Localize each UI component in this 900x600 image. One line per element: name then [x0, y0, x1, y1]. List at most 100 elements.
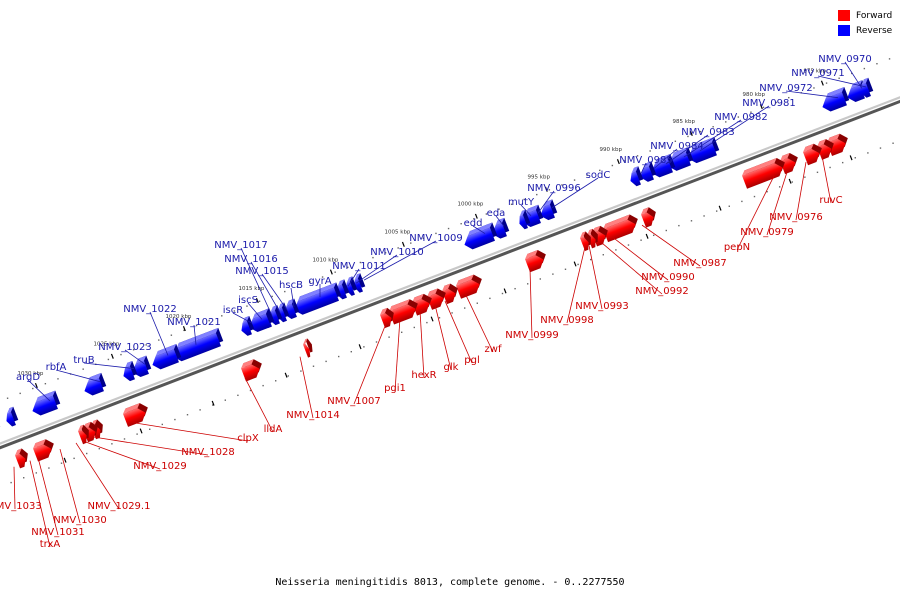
ruler-dot [476, 302, 478, 304]
ruler-dot [422, 237, 425, 239]
ruler-dot [321, 276, 324, 278]
gene-label: NMV_0985 [619, 155, 673, 174]
ruler-dot [237, 394, 239, 397]
ruler-dot [678, 224, 680, 227]
gene-label: hexR [411, 310, 437, 381]
kbp-tick-label: 1025 kbp [94, 342, 120, 348]
reverse-gene-13-top [354, 273, 361, 280]
gene-label: pepN [724, 173, 776, 253]
ruler-dot [246, 305, 248, 307]
gene-name: NMV_0983 [681, 127, 734, 138]
ruler-dot [44, 382, 47, 385]
kbp-tick-label: 980 kbp [743, 92, 766, 98]
ruler-dot [132, 349, 135, 351]
ruler-dot [615, 249, 617, 251]
gene-label: NMV_0998 [540, 246, 594, 326]
gene-label: edd [464, 218, 486, 234]
gene-label: NMV_1033 [0, 466, 42, 512]
ruler-dot [183, 329, 185, 332]
ruler-dot [561, 184, 563, 186]
forward-gene-24-body [15, 453, 26, 469]
gene-name: NMV_0993 [575, 301, 628, 312]
forward-gene-13-top [427, 288, 438, 297]
forward-gene-9 [580, 231, 591, 252]
ruler-dot [275, 380, 277, 382]
ruler-dot [460, 223, 462, 225]
ruler-dot [123, 438, 126, 440]
ruler-dot [548, 189, 551, 191]
reverse-gene-30 [0, 413, 1, 429]
ruler-dot [145, 344, 147, 346]
forward-gene-10-top [525, 249, 538, 260]
ruler-dot [136, 433, 138, 435]
reverse-gene-2-top [825, 87, 845, 99]
forward-gene-16 [380, 307, 394, 328]
forward-gene-23-body [33, 444, 52, 462]
gene-leader-line [149, 311, 169, 356]
gene-leader-line [640, 162, 647, 174]
gene-label: hscB [279, 280, 303, 308]
forward-gene-6-top [603, 214, 630, 230]
forward-gene-13 [427, 288, 446, 310]
forward-gene-22-top [78, 424, 84, 432]
ruler-dot [221, 315, 223, 317]
gene-name: NMV_1009 [409, 233, 462, 244]
reverse-gene-9-top [525, 204, 539, 214]
forward-gene-23 [33, 439, 54, 462]
kbp-tick [474, 213, 478, 219]
ruler-dot [665, 229, 667, 232]
gene-label: NMV_1007 [327, 323, 387, 407]
gene-leader-line [29, 460, 51, 548]
reverse-gene-14-top [346, 276, 353, 283]
forward-gene-22-body [78, 429, 87, 445]
gene-leader-line [250, 261, 281, 313]
gene-label: NMV_0982 [683, 112, 768, 158]
ruler-dot [854, 157, 856, 159]
genome-backbone [0, 99, 900, 450]
gene-label: trxA [29, 460, 60, 550]
gene-label: NMV_1030 [53, 448, 107, 526]
gene-name: argD [16, 372, 40, 383]
ruler-dot [149, 428, 151, 430]
ruler-dot [388, 336, 390, 338]
gene-name: NMV_1010 [370, 247, 423, 258]
reverse-gene-6 [640, 161, 657, 182]
gene-leader-line [495, 215, 505, 227]
gene-name: iscS [238, 295, 258, 306]
ruler-dot [350, 350, 352, 353]
ruler-dot [690, 220, 693, 222]
ruler-dot [32, 387, 34, 390]
reverse-gene-6-top [642, 161, 652, 169]
ruler-dot [334, 271, 336, 273]
reverse-gene-16-top [297, 282, 337, 302]
gene-label: ruvC [819, 155, 843, 206]
ruler-dot [161, 423, 164, 426]
gene-name: mutY [508, 197, 535, 208]
kbp-tick [211, 400, 215, 406]
ruler-dot [775, 101, 777, 104]
kbp-tick-label: 1010 kbp [313, 257, 339, 263]
ruler-dot [337, 355, 340, 358]
gene-name: NMV_0971 [791, 68, 844, 79]
reverse-gene-26-top [124, 360, 133, 369]
kbp-tick [110, 353, 114, 359]
gene-label: zwf [464, 293, 502, 355]
ruler-dot [523, 198, 525, 201]
ruler-dot [804, 176, 806, 178]
gene-name: NMV_0992 [635, 286, 688, 297]
reverse-gene-11-top [495, 217, 505, 226]
gene-leader-line [699, 105, 770, 152]
forward-gene-10 [525, 249, 546, 273]
gene-leader-line [464, 293, 494, 353]
gene-label: pgi1 [384, 318, 406, 394]
forward-gene-8-depth [589, 228, 598, 244]
ruler-dot [737, 116, 740, 118]
ruler-dot [564, 268, 567, 270]
gene-leader-line [434, 304, 452, 371]
gene-label: eda [487, 208, 505, 227]
gene-name: rbfA [46, 362, 67, 373]
ruler-dot [359, 261, 362, 264]
ruler-dot [674, 140, 677, 142]
forward-gene-18-top [241, 359, 254, 369]
gene-label: NMV_1010 [355, 247, 424, 284]
